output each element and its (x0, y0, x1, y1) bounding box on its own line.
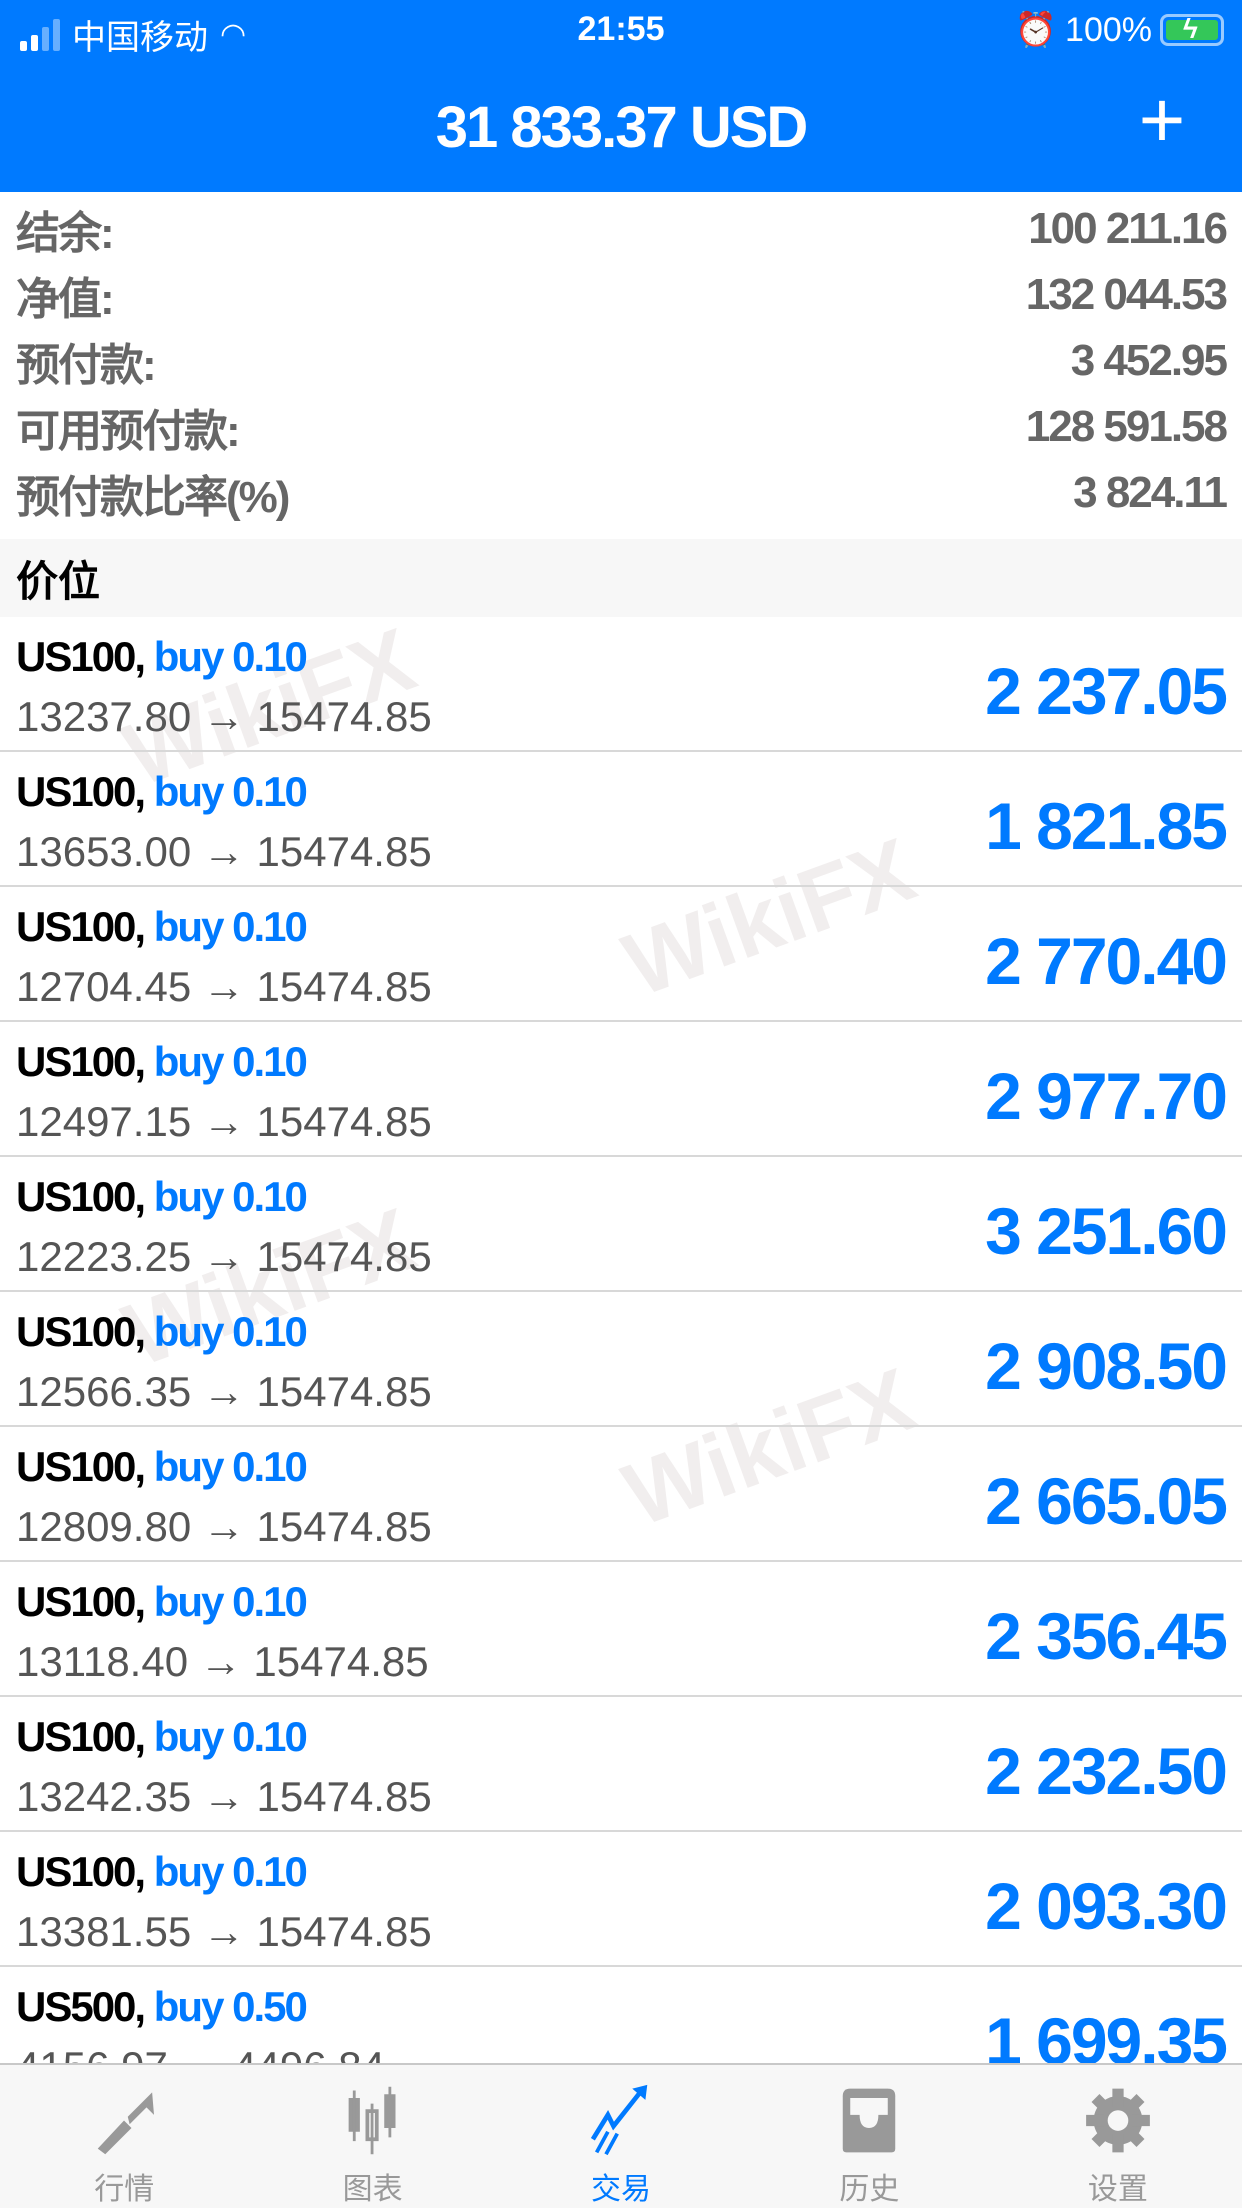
order-type: buy 0.10 (153, 1173, 308, 1220)
summary-value: 100 211.16 (1028, 204, 1228, 253)
summary-value: 132 044.53 (1025, 270, 1228, 319)
profit: 2 232.50 (985, 1734, 1228, 1808)
order-type: buy 0.10 (153, 1578, 308, 1625)
alarm-icon: ⏰ (1014, 11, 1058, 49)
price-range: 13118.40 → 15474.85 (16, 1638, 429, 1685)
history-inbox-icon (843, 2088, 896, 2153)
position-row[interactable]: US100, buy 0.10 12497.15 → 15474.85 2 97… (0, 1022, 1242, 1157)
account-summary: 结余: 100 211.16 净值: 132 044.53 预付款: 3 452.95 可用… (0, 192, 1242, 539)
position-row[interactable]: US100, buy 0.10 13653.00 → 15474.85 1 82… (0, 752, 1242, 887)
clock: 21:55 (577, 10, 665, 48)
order-type: buy 0.10 (153, 633, 308, 680)
profit: 1 821.85 (985, 789, 1228, 863)
carrier: 中国移动 (72, 19, 208, 57)
symbol: US100, (16, 1038, 146, 1085)
profit: 2 356.45 (985, 1599, 1228, 1673)
order-type: buy 0.10 (153, 1848, 308, 1895)
price-range: 13242.35 → 15474.85 (16, 1773, 432, 1820)
positions-list: WikiFX WikiFX WikiFX WikiFX US100, buy 0… (0, 610, 1242, 2102)
summary-label: 可用预付款: (16, 407, 241, 456)
price-range: 13653.00 → 15474.85 (16, 828, 432, 875)
battery-percent: 100% (1065, 10, 1152, 49)
price-range: 12497.15 → 15474.85 (16, 1098, 432, 1145)
position-row[interactable]: US100, buy 0.10 12809.80 → 15474.85 2 66… (0, 1427, 1242, 1562)
tab-label: 交易 (591, 2173, 652, 2206)
tab-label: 行情 (94, 2173, 155, 2206)
price-range: 13381.55 → 15474.85 (16, 1908, 432, 1955)
page-title: 31 833.37 USD (435, 94, 809, 160)
position-row[interactable]: US100, buy 0.10 12566.35 → 15474.85 2 90… (0, 1292, 1242, 1427)
order-type: buy 0.10 (153, 768, 308, 815)
signal-icon (20, 18, 60, 51)
symbol: US100, (16, 1848, 146, 1895)
symbol: US100, (16, 903, 146, 950)
trade-trend-icon (590, 2084, 648, 2156)
candlestick-chart-icon (348, 2086, 396, 2155)
order-type: buy 0.10 (153, 1038, 308, 1085)
plus-icon[interactable]: + (1138, 75, 1186, 164)
tab-0[interactable]: 行情 (0, 2065, 248, 2208)
symbol: US100, (16, 1578, 146, 1625)
symbol: US100, (16, 633, 146, 680)
summary-label: 预付款: (16, 341, 157, 390)
tab-label: 设置 (1087, 2173, 1148, 2206)
section-header: 价位 (0, 539, 1242, 617)
profit: 2 908.50 (985, 1329, 1228, 1403)
profit: 2 237.05 (985, 654, 1228, 728)
order-type: buy 0.10 (153, 1443, 308, 1490)
battery-icon: ϟ (1160, 13, 1224, 46)
profit: 3 251.60 (985, 1194, 1228, 1268)
position-row[interactable]: US100, buy 0.10 13237.80 → 15474.85 2 23… (0, 617, 1242, 752)
summary-label: 净值: (16, 275, 115, 324)
top-bar: 中国移动 ◠ 21:55 ⏰ 100% ϟ 31 833.37 USD + (0, 0, 1242, 192)
tab-label: 图表 (342, 2173, 403, 2206)
profit: 2 770.40 (985, 924, 1228, 998)
price-range: 13237.80 → 15474.85 (16, 693, 432, 740)
summary-row: 净值: 132 044.53 (16, 262, 1228, 328)
symbol: US500, (16, 1983, 146, 2030)
summary-row: 可用预付款: 128 591.58 (16, 394, 1228, 460)
order-type: buy 0.10 (153, 903, 308, 950)
price-range: 12704.45 → 15474.85 (16, 963, 432, 1010)
summary-row: 预付款: 3 452.95 (16, 328, 1228, 394)
price-range: 12809.80 → 15474.85 (16, 1503, 432, 1550)
symbol: US100, (16, 1443, 146, 1490)
summary-value: 3 452.95 (1070, 336, 1228, 385)
position-row[interactable]: US100, buy 0.10 12223.25 → 15474.85 3 25… (0, 1157, 1242, 1292)
tab-4[interactable]: 设置 (994, 2065, 1242, 2208)
price-range: 12566.35 → 15474.85 (16, 1368, 432, 1415)
price-range: 12223.25 → 15474.85 (16, 1233, 432, 1280)
wifi-icon: ◠ (220, 18, 247, 51)
gear-icon (1085, 2088, 1150, 2153)
profit: 2 977.70 (985, 1059, 1228, 1133)
order-type: buy 0.10 (153, 1308, 308, 1355)
profit: 2 093.30 (985, 1869, 1228, 1943)
position-row[interactable]: US100, buy 0.10 13118.40 → 15474.85 2 35… (0, 1562, 1242, 1697)
tab-1[interactable]: 图表 (248, 2065, 496, 2208)
position-row[interactable]: US100, buy 0.10 13381.55 → 15474.85 2 09… (0, 1832, 1242, 1967)
profit: 2 665.05 (985, 1464, 1228, 1538)
tab-2[interactable]: 交易 (497, 2065, 745, 2208)
summary-value: 3 824.11 (1073, 468, 1228, 517)
position-row[interactable]: US100, buy 0.10 12704.45 → 15474.85 2 77… (0, 887, 1242, 1022)
quotes-arrows-icon (97, 2092, 155, 2155)
symbol: US100, (16, 1173, 146, 1220)
status-bar: 中国移动 ◠ 21:55 ⏰ 100% ϟ (0, 0, 1242, 62)
summary-row: 结余: 100 211.16 (16, 196, 1228, 262)
order-type: buy 0.50 (153, 1983, 308, 2030)
position-row[interactable]: US100, buy 0.10 13242.35 → 15474.85 2 23… (0, 1697, 1242, 1832)
summary-label: 预付款比率(%) (16, 473, 290, 522)
summary-row: 预付款比率(%) 3 824.11 (16, 460, 1228, 526)
tab-3[interactable]: 历史 (745, 2065, 993, 2208)
summary-value: 128 591.58 (1025, 402, 1228, 451)
summary-label: 结余: (16, 209, 115, 258)
symbol: US100, (16, 1308, 146, 1355)
order-type: buy 0.10 (153, 1713, 308, 1760)
tab-label: 历史 (839, 2173, 900, 2206)
symbol: US100, (16, 768, 146, 815)
symbol: US100, (16, 1713, 146, 1760)
tab-bar: 行情 图表 交易 历史 设置 (0, 2063, 1242, 2208)
